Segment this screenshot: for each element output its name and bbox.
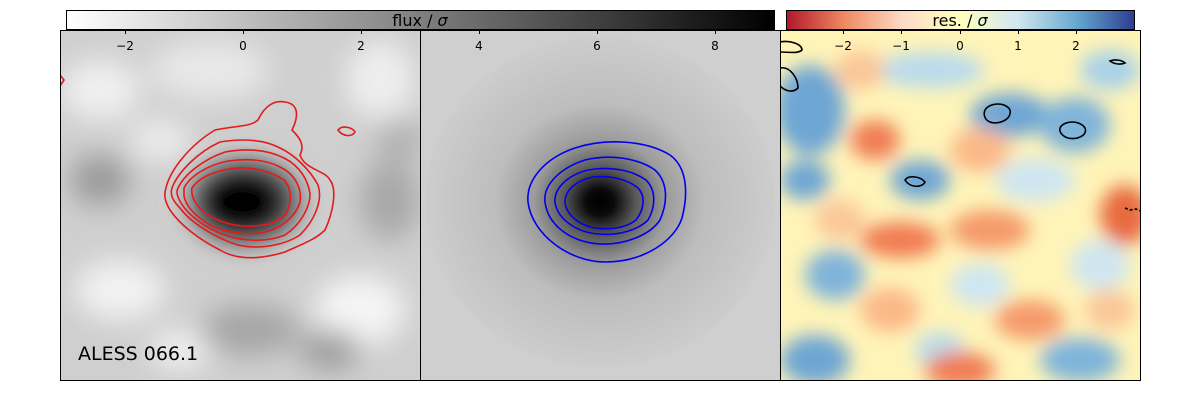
residual-tick-label: 2 xyxy=(1072,39,1080,53)
data-contours xyxy=(60,74,356,259)
residual-image xyxy=(780,30,1140,380)
model-contours xyxy=(527,141,687,263)
model-image xyxy=(420,30,780,380)
residual-tick-mark xyxy=(901,30,902,34)
residual-panel xyxy=(780,30,1140,380)
residual-tick-label: −2 xyxy=(834,39,852,53)
data-panel: ALESS 066.1 xyxy=(60,30,420,380)
data-tick-label: 0 xyxy=(239,39,247,53)
source-label: ALESS 066.1 xyxy=(78,343,199,365)
residual-contours xyxy=(780,40,1140,212)
data-tick-mark xyxy=(243,30,244,34)
model-tick-label: 4 xyxy=(475,39,483,53)
model-tick-mark xyxy=(479,30,480,34)
model-panel xyxy=(420,30,780,380)
data-tick-label: 2 xyxy=(357,39,365,53)
model-tick-label: 8 xyxy=(711,39,719,53)
residual-colorbar-label: res. / σ xyxy=(932,11,988,30)
residual-tick-label: 0 xyxy=(956,39,964,53)
residual-tick-mark xyxy=(1018,30,1019,34)
residual-tick-label: 1 xyxy=(1014,39,1022,53)
residual-colorbar xyxy=(786,10,1135,30)
flux-colorbar-label: flux / σ xyxy=(392,11,448,30)
model-tick-label: 6 xyxy=(593,39,601,53)
model-tick-mark xyxy=(597,30,598,34)
data-tick-mark xyxy=(125,30,126,34)
flux-colorbar xyxy=(66,10,775,30)
data-tick-label: −2 xyxy=(116,39,134,53)
residual-tick-mark xyxy=(1076,30,1077,34)
model-tick-mark xyxy=(715,30,716,34)
data-tick-mark xyxy=(361,30,362,34)
data-image xyxy=(60,30,420,380)
residual-tick-label: −1 xyxy=(892,39,910,53)
residual-tick-mark xyxy=(960,30,961,34)
residual-tick-mark xyxy=(843,30,844,34)
